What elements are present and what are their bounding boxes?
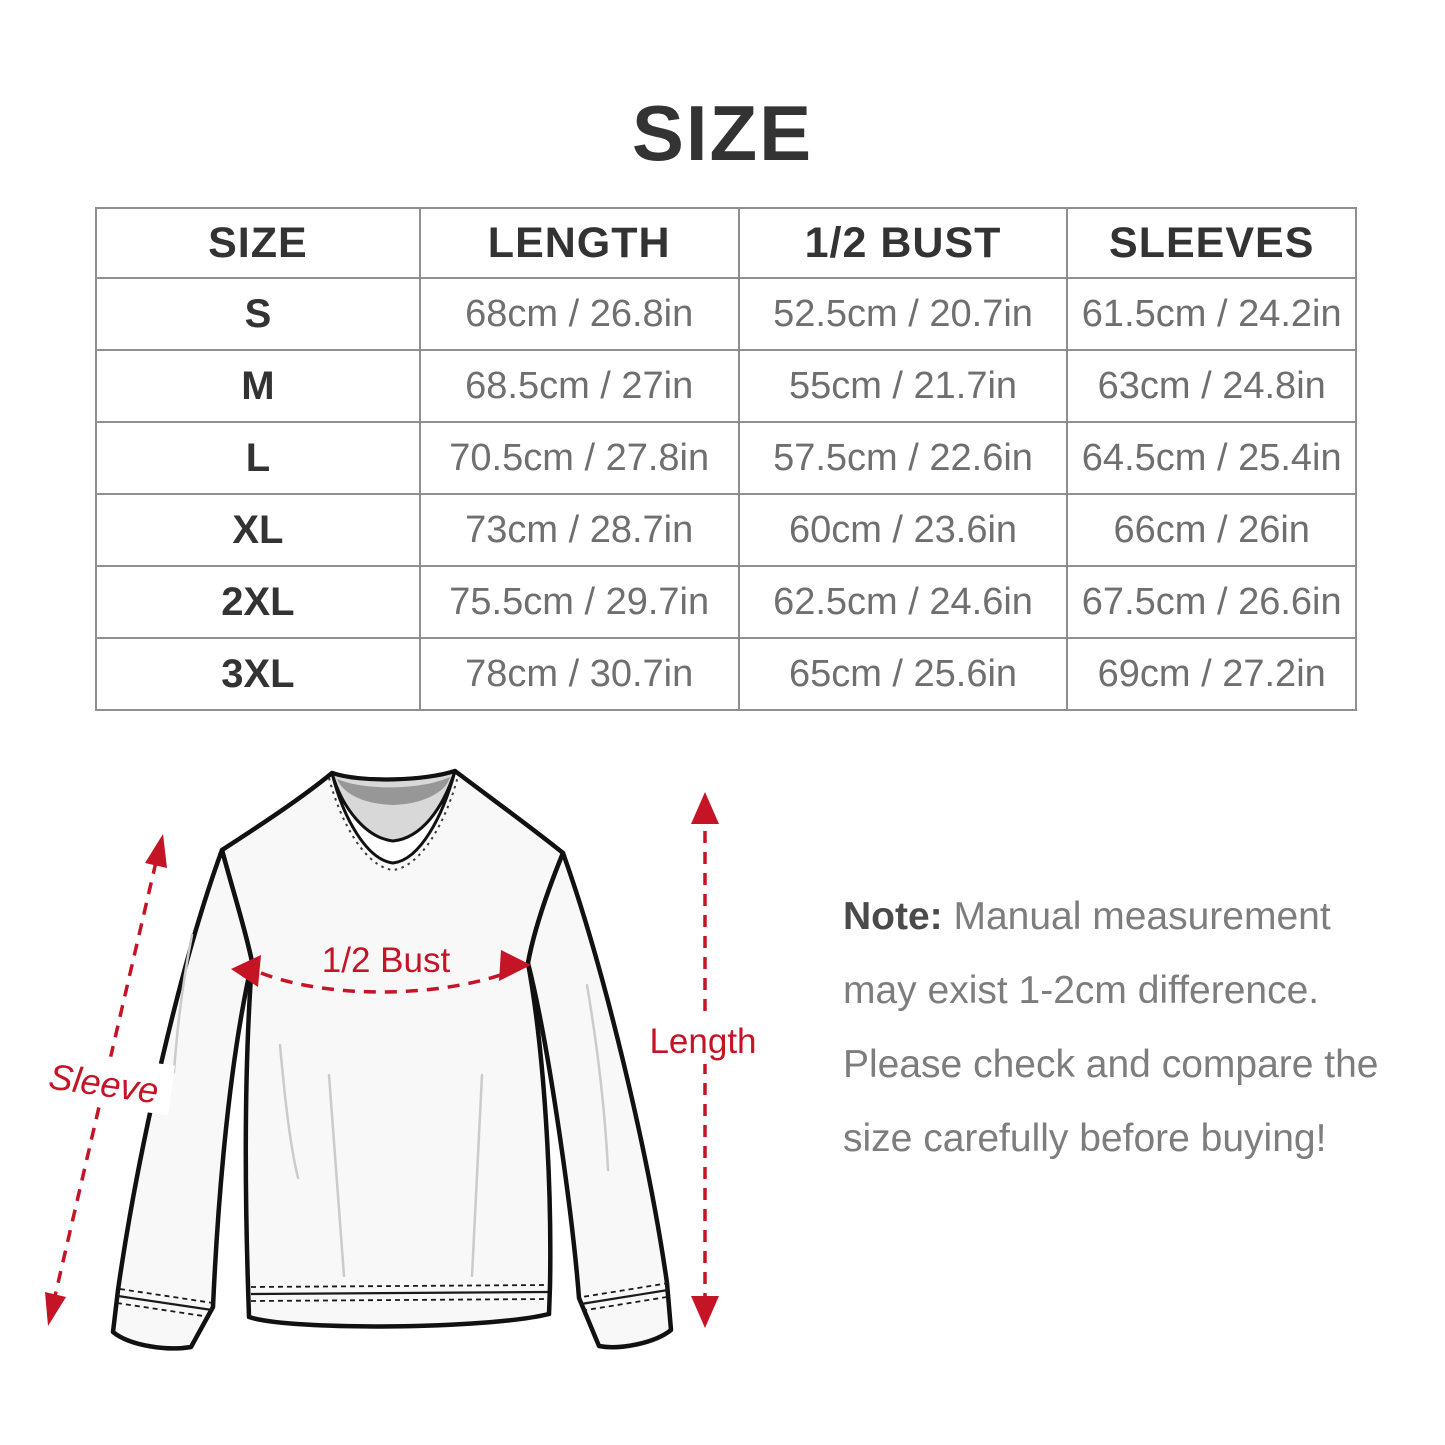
right-sleeve (525, 850, 674, 1350)
cell-length: 75.5cm / 29.7in (418, 565, 740, 639)
cell-length: 78cm / 30.7in (418, 637, 740, 711)
cell-bust: 55cm / 21.7in (737, 349, 1069, 423)
fabric-crease (172, 933, 194, 1074)
cuff-stitch (119, 1288, 214, 1304)
cell-bust: 65cm / 25.6in (737, 637, 1069, 711)
cell-sleeves: 63cm / 24.8in (1066, 349, 1357, 423)
cell-bust: 57.5cm / 22.6in (737, 421, 1069, 495)
table-header-row: SIZE LENGTH 1/2 BUST SLEEVES (95, 207, 1357, 279)
fabric-crease (327, 1073, 346, 1278)
cell-length: 68.5cm / 27in (418, 349, 740, 423)
header-cell-bust: 1/2 BUST (737, 207, 1069, 279)
cell-sleeves: 61.5cm / 24.2in (1066, 277, 1357, 351)
length-label-mask (640, 1014, 768, 1064)
cell-size: M (95, 349, 421, 423)
sleeve-arrowhead-up (145, 834, 167, 868)
note-text: Note: Manual measurement may exist 1-2cm… (843, 880, 1398, 1176)
sleeve-arrowhead-down (45, 1292, 66, 1326)
header-cell-length: LENGTH (418, 207, 740, 279)
bust-arrowhead-left (231, 955, 261, 987)
sleeve-label-mask (33, 1046, 175, 1116)
table-row: 2XL 75.5cm / 29.7in 62.5cm / 24.6in 67.5… (95, 565, 1357, 639)
table-row: XL 73cm / 28.7in 60cm / 23.6in 66cm / 26… (95, 493, 1357, 567)
cuff-stitch (581, 1282, 670, 1298)
table-row: M 68.5cm / 27in 55cm / 21.7in 63cm / 24.… (95, 349, 1357, 423)
table-row: S 68cm / 26.8in 52.5cm / 20.7in 61.5cm /… (95, 277, 1357, 351)
hem-seam (250, 1290, 549, 1296)
cell-sleeves: 69cm / 27.2in (1066, 637, 1357, 711)
cell-size: S (95, 277, 421, 351)
hem-stitch (250, 1284, 549, 1288)
header-cell-size: SIZE (95, 207, 421, 279)
bust-arrow-line (260, 966, 520, 994)
cell-length: 70.5cm / 27.8in (418, 421, 740, 495)
cell-sleeves: 66cm / 26in (1066, 493, 1357, 567)
sleeve-arrow-line (53, 861, 158, 1297)
neck-top-edge (330, 769, 457, 782)
cuff-stitch (116, 1302, 211, 1318)
cuff-seam (117, 1294, 213, 1312)
cell-length: 68cm / 26.8in (418, 277, 740, 351)
fabric-crease (585, 983, 610, 1172)
bust-label: 1/2 Bust (322, 941, 451, 980)
cell-sleeves: 67.5cm / 26.6in (1066, 565, 1357, 639)
cell-size: 3XL (95, 637, 421, 711)
length-label: Length (649, 1022, 756, 1061)
collar-stitching (328, 775, 459, 872)
length-arrowhead-down (691, 1296, 719, 1328)
cuff-stitch (579, 1296, 668, 1312)
table-row: 3XL 78cm / 30.7in 65cm / 25.6in 69cm / 2… (95, 637, 1357, 711)
cell-size: XL (95, 493, 421, 567)
note-label: Note: (843, 895, 943, 938)
cell-bust: 52.5cm / 20.7in (737, 277, 1069, 351)
fabric-crease (278, 1043, 300, 1180)
bust-arrowhead-right (499, 950, 531, 981)
size-table: SIZE LENGTH 1/2 BUST SLEEVES S 68cm / 26… (95, 207, 1357, 711)
hem-stitch (250, 1298, 549, 1302)
header-cell-sleeves: SLEEVES (1066, 207, 1357, 279)
cell-size: 2XL (95, 565, 421, 639)
cell-length: 73cm / 28.7in (418, 493, 740, 567)
back-collar-band (337, 777, 450, 805)
sweatshirt-measurement-diagram: 1/2 Bust Length Sleeve (33, 768, 768, 1351)
cell-sleeves: 64.5cm / 25.4in (1066, 421, 1357, 495)
cell-size: L (95, 421, 421, 495)
cell-bust: 62.5cm / 24.6in (737, 565, 1069, 639)
table-row: L 70.5cm / 27.8in 57.5cm / 22.6in 64.5cm… (95, 421, 1357, 495)
length-arrowhead-up (691, 792, 719, 824)
note-body: Manual measurement may exist 1-2cm diffe… (843, 895, 1379, 1161)
cell-bust: 60cm / 23.6in (737, 493, 1069, 567)
fabric-crease (470, 1073, 484, 1278)
page-title: SIZE (631, 89, 814, 177)
cuff-seam (580, 1288, 669, 1306)
